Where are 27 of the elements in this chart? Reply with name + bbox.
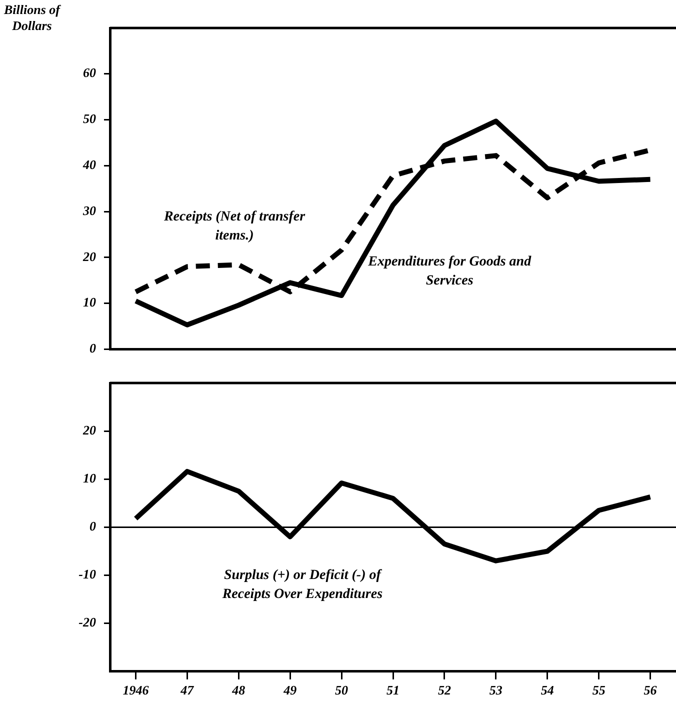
x-tick-label: 52 bbox=[438, 682, 452, 698]
x-tick-label: 47 bbox=[180, 682, 194, 698]
y-tick-label: 10 bbox=[83, 470, 96, 486]
x-tick-label: 48 bbox=[231, 682, 246, 698]
x-tick-label: 54 bbox=[540, 682, 554, 698]
y-tick-label: 30 bbox=[82, 202, 96, 218]
x-tick-label: 49 bbox=[282, 682, 298, 698]
x-tick-label: 55 bbox=[592, 682, 606, 698]
y-tick-label: 60 bbox=[83, 65, 96, 80]
series-label: Receipts (Net of transfer items.) bbox=[162, 210, 306, 244]
x-tick-label: 56 bbox=[644, 682, 658, 698]
x-tick-label: 1946 bbox=[122, 682, 150, 698]
x-tick-label: 50 bbox=[335, 682, 349, 698]
x-tick-label: 53 bbox=[489, 682, 503, 698]
y-tick-label: -10 bbox=[78, 566, 96, 582]
y-tick-label: 10 bbox=[83, 294, 96, 310]
y-tick-label: 50 bbox=[83, 111, 96, 126]
series-label: Expenditures for Goods and Services bbox=[367, 254, 532, 289]
y-tick-label: 0 bbox=[90, 340, 96, 356]
text: Surplus (+) or Deficit (-) of Receipts Over Expenditures bbox=[221, 568, 384, 602]
y-tick-label: 20 bbox=[82, 248, 96, 264]
x-tick-label: 51 bbox=[386, 682, 400, 698]
y-tick-label: -20 bbox=[78, 614, 96, 630]
y-tick-label: 0 bbox=[90, 518, 96, 534]
y-tick-label: 40 bbox=[82, 157, 96, 172]
y-tick-label: 20 bbox=[82, 422, 96, 438]
y-axis-title: Billions of Dollars bbox=[2, 2, 62, 34]
